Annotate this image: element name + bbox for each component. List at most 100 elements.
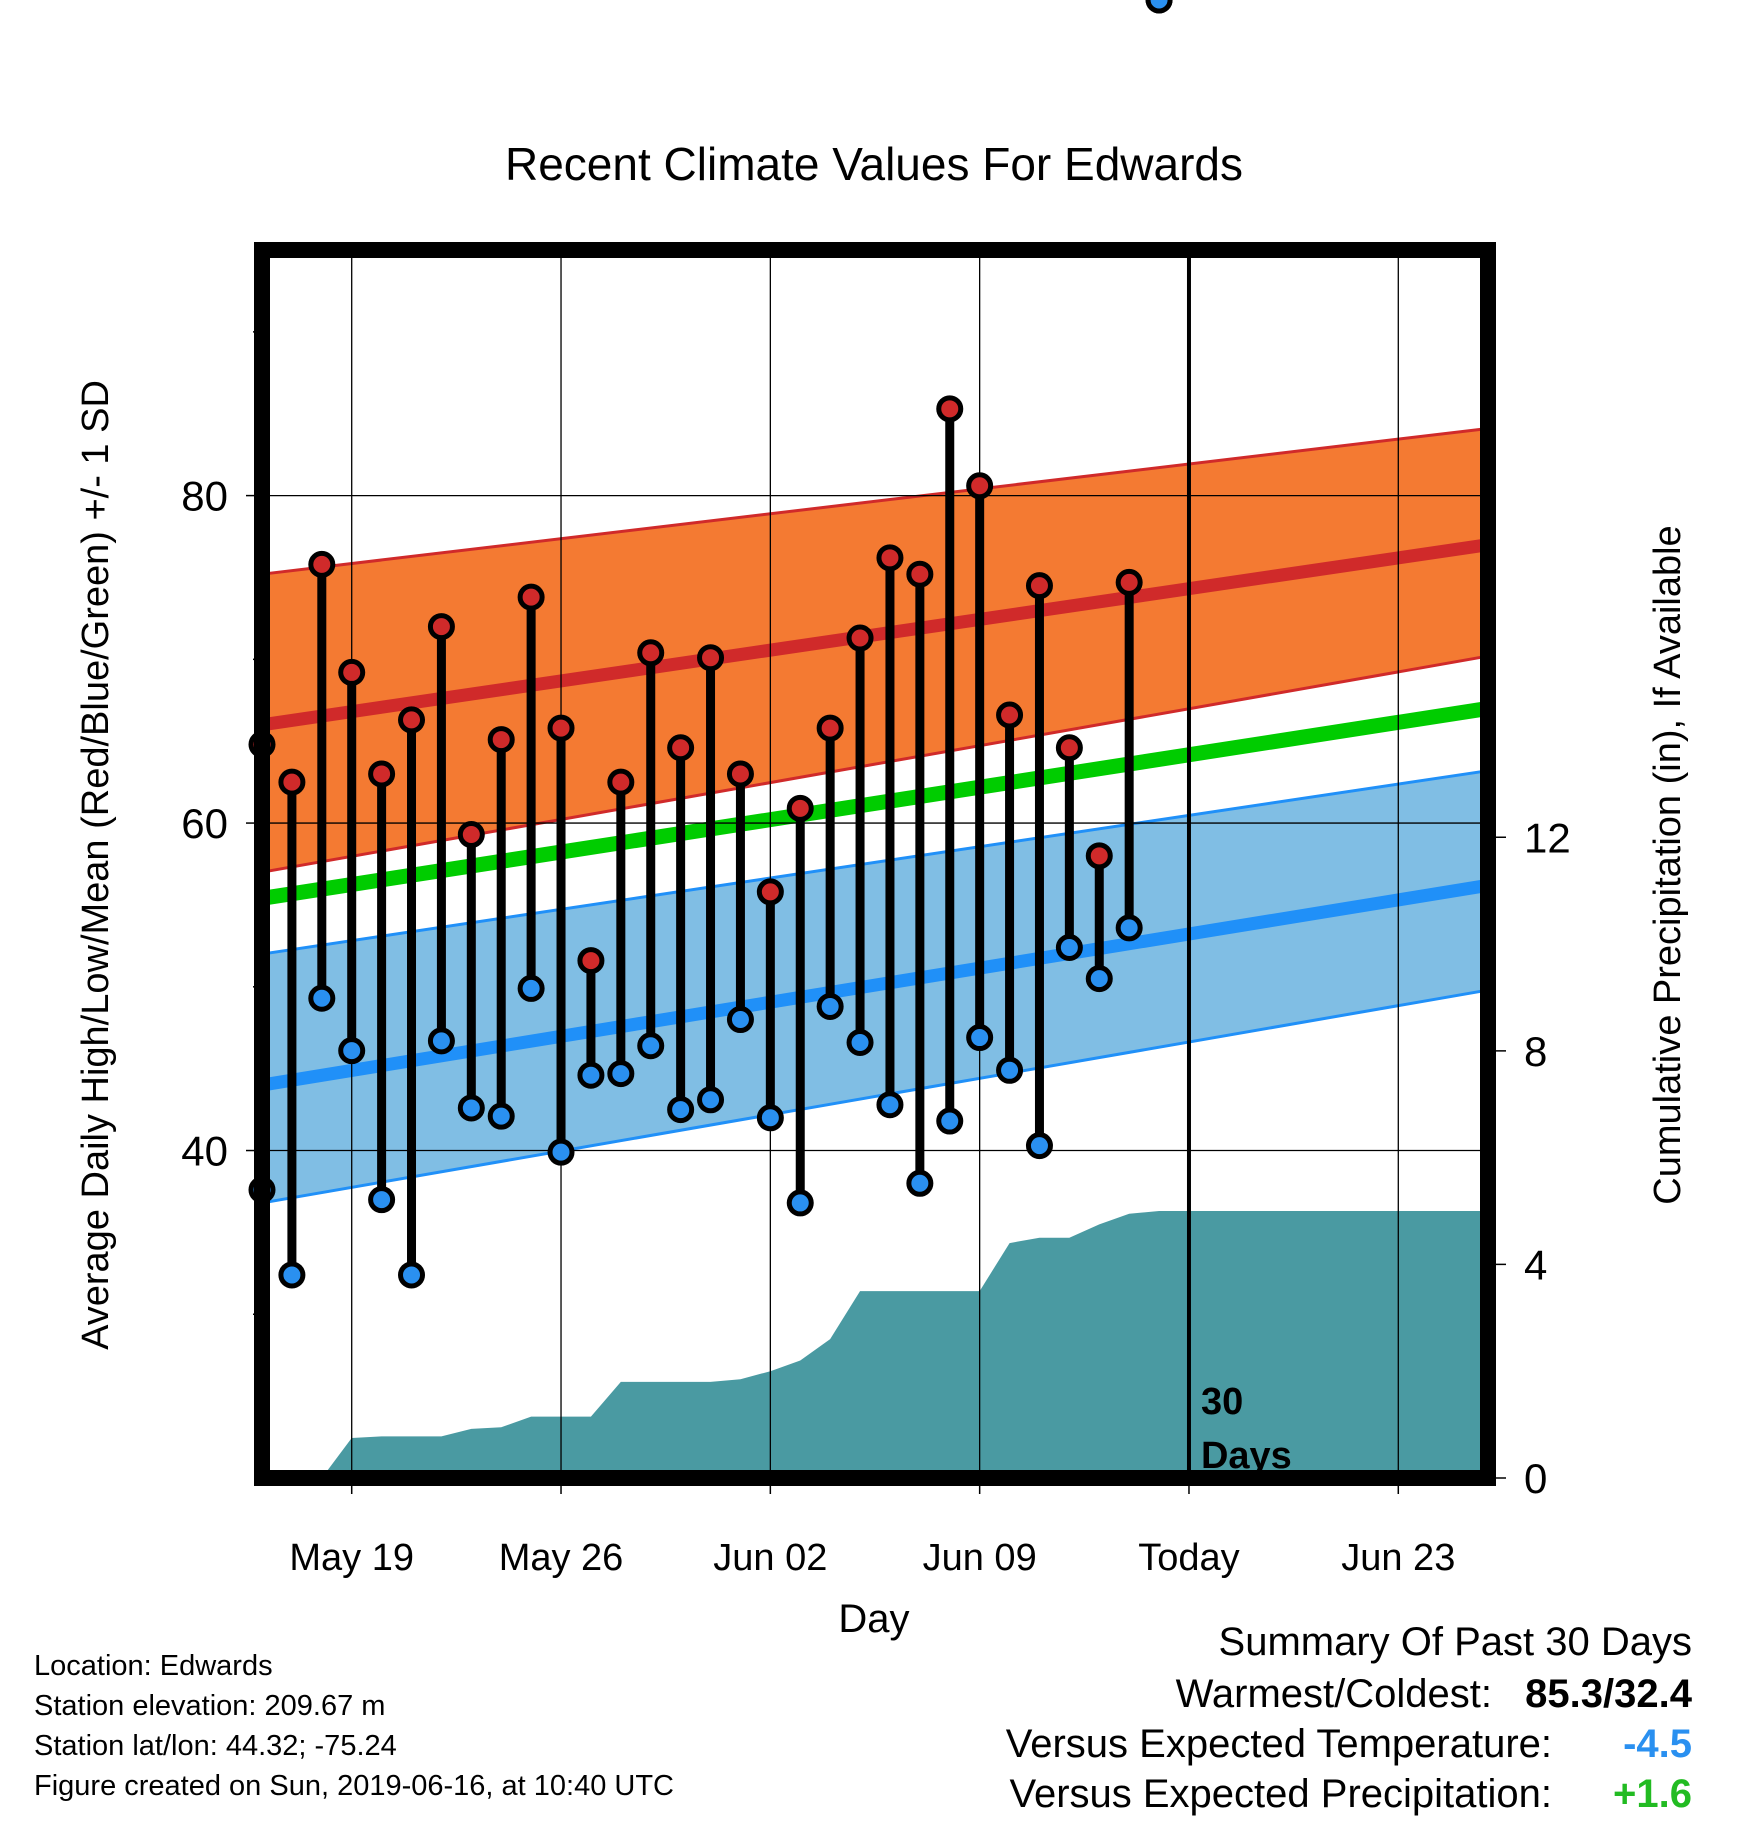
daily-low-point — [517, 974, 545, 1002]
x-tick-label: May 19 — [289, 1537, 414, 1579]
elevation-text: Station elevation: 209.67 m — [34, 1690, 386, 1722]
daily-low-point — [308, 984, 336, 1012]
temp-value: -4.5 — [1623, 1722, 1692, 1766]
daily-high-point — [368, 760, 396, 788]
low-mean-line — [260, 878, 1490, 1092]
daily-low-point — [876, 1091, 904, 1119]
summary-warmest-coldest: Warmest/Coldest: 85.3/32.4 — [1176, 1672, 1692, 1717]
daily-high-point — [816, 714, 844, 742]
y-tick-label: 60 — [181, 800, 228, 847]
x-tick-label: Jun 02 — [713, 1537, 827, 1579]
daily-high-point — [577, 947, 605, 975]
daily-low-point — [1145, 0, 1173, 14]
daily-low-point — [996, 1056, 1024, 1084]
daily-high-point — [398, 706, 426, 734]
created-text: Figure created on Sun, 2019-06-16, at 10… — [34, 1770, 674, 1802]
daily-low-point — [816, 992, 844, 1020]
daily-low-point — [577, 1061, 605, 1089]
daily-high-point — [966, 472, 994, 500]
daily-high-point — [487, 726, 515, 754]
daily-low-point — [1055, 934, 1083, 962]
today-annotation: 30 — [1201, 1381, 1243, 1423]
daily-high-point — [667, 734, 695, 762]
summary-precipitation: Versus Expected Precipitation: +1.6 — [1009, 1772, 1692, 1817]
daily-low-point — [1025, 1132, 1053, 1160]
daily-low-point — [966, 1024, 994, 1052]
daily-high-point — [338, 658, 366, 686]
daily-low-point — [398, 1261, 426, 1289]
precip-value: +1.6 — [1613, 1772, 1692, 1816]
high-upper-line — [261, 426, 1489, 576]
daily-high-point — [846, 624, 874, 652]
daily-high-point — [457, 821, 485, 849]
y2-tick-label: 0 — [1524, 1455, 1547, 1502]
y2-tick-label: 4 — [1524, 1241, 1547, 1288]
y-tick-label: 40 — [181, 1128, 228, 1175]
temp-label: Versus Expected Temperature: — [1005, 1722, 1552, 1766]
avg-mean-line — [260, 701, 1490, 906]
y-axis-label: Average Daily High/Low/Mean (Red/Blue/Gr… — [75, 380, 117, 1350]
high-normal-band — [262, 428, 1488, 873]
daily-low-point — [487, 1102, 515, 1130]
plot-frame — [254, 242, 1496, 1486]
daily-low-point — [936, 1107, 964, 1135]
summary-title: Summary Of Past 30 Days — [1218, 1620, 1692, 1664]
daily-high-point — [427, 613, 455, 641]
daily-high-point — [697, 644, 725, 672]
daily-high-point — [607, 768, 635, 796]
daily-low-point — [1115, 914, 1143, 942]
daily-high-point — [637, 639, 665, 667]
daily-low-point — [697, 1086, 725, 1114]
daily-high-point — [726, 760, 754, 788]
daily-high-point — [308, 550, 336, 578]
precip-area — [262, 1211, 1488, 1478]
summary-temperature: Versus Expected Temperature: -4.5 — [1006, 1722, 1692, 1767]
y-tick-label: 80 — [181, 473, 228, 520]
daily-low-point — [726, 1006, 754, 1034]
location-text: Location: Edwards — [34, 1650, 273, 1682]
daily-low-point — [338, 1037, 366, 1065]
daily-low-point — [547, 1138, 575, 1166]
daily-high-point — [756, 878, 784, 906]
x-tick-label: Jun 09 — [923, 1537, 1037, 1579]
daily-low-point — [1085, 965, 1113, 993]
warmest-coldest-value: 85.3/32.4 — [1525, 1672, 1692, 1716]
y2-tick-label: 12 — [1524, 814, 1571, 861]
daily-low-point — [846, 1028, 874, 1056]
latlon-text: Station lat/lon: 44.32; -75.24 — [34, 1730, 397, 1762]
y2-tick-label: 8 — [1524, 1028, 1547, 1075]
daily-low-point — [756, 1104, 784, 1132]
daily-low-point — [667, 1096, 695, 1124]
x-axis-label: Day — [838, 1597, 909, 1641]
daily-high-point — [936, 395, 964, 423]
low-upper-line — [261, 769, 1489, 956]
daily-high-point — [517, 583, 545, 611]
daily-high-point — [278, 768, 306, 796]
low-lower-line — [261, 988, 1489, 1205]
x-tick-label: Jun 23 — [1341, 1537, 1455, 1579]
daily-high-point — [906, 560, 934, 588]
daily-high-point — [547, 714, 575, 742]
warmest-coldest-label: Warmest/Coldest: — [1175, 1672, 1492, 1716]
daily-high-point — [996, 701, 1024, 729]
daily-low-point — [786, 1189, 814, 1217]
daily-low-point — [278, 1261, 306, 1289]
chart-title: Recent Climate Values For Edwards — [505, 138, 1243, 190]
high-mean-line — [261, 538, 1489, 732]
daily-high-point — [1115, 568, 1143, 596]
daily-low-point — [457, 1094, 485, 1122]
daily-high-point — [1055, 734, 1083, 762]
daily-high-point — [1085, 842, 1113, 870]
daily-low-point — [637, 1032, 665, 1060]
precip-label: Versus Expected Precipitation: — [1009, 1772, 1552, 1816]
y2-axis-label: Cumulative Precipitation (in), If Availa… — [1647, 525, 1689, 1204]
daily-high-point — [1025, 572, 1053, 600]
daily-low-point — [368, 1186, 396, 1214]
x-tick-label: Today — [1138, 1537, 1239, 1579]
daily-high-point — [876, 544, 904, 572]
daily-low-point — [427, 1027, 455, 1055]
daily-low-point — [607, 1060, 635, 1088]
daily-high-point — [786, 794, 814, 822]
